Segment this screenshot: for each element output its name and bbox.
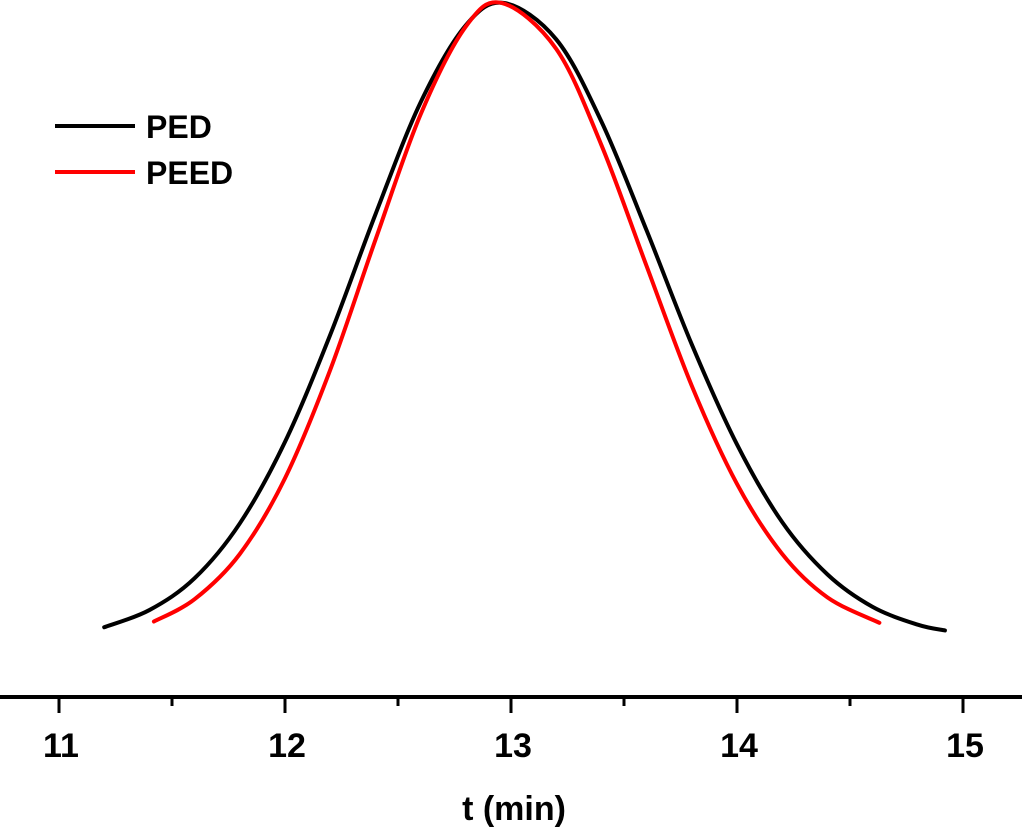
legend: PED PEED (55, 109, 233, 191)
x-tick-label: 13 (494, 727, 532, 765)
series-line-ped (102, 0, 947, 633)
legend-label-ped: PED (146, 109, 212, 145)
x-axis-ticks: 11 12 13 14 15 (43, 697, 984, 765)
series-line-peed (151, 0, 882, 625)
x-tick-label: 12 (268, 727, 306, 765)
x-tick-label: 15 (946, 727, 984, 765)
x-tick-label: 11 (43, 727, 79, 765)
x-tick-label: 14 (720, 727, 758, 765)
legend-label-peed: PEED (146, 155, 233, 191)
x-axis-title: t (min) (462, 790, 566, 828)
series-layer (102, 0, 947, 633)
